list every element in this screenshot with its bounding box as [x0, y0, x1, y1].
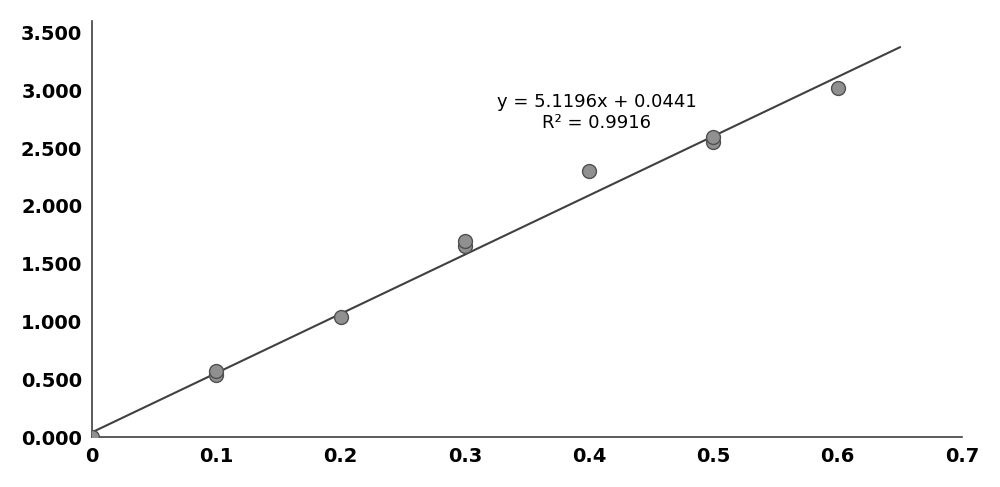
Point	[581, 168, 597, 175]
Point	[208, 368, 224, 375]
Point	[333, 313, 349, 321]
Point	[830, 84, 846, 92]
Point	[208, 371, 224, 379]
Point	[457, 237, 473, 244]
Text: y = 5.1196x + 0.0441
R² = 0.9916: y = 5.1196x + 0.0441 R² = 0.9916	[497, 93, 696, 132]
Point	[705, 138, 721, 146]
Point	[705, 132, 721, 140]
Point	[457, 243, 473, 250]
Point	[84, 433, 100, 441]
